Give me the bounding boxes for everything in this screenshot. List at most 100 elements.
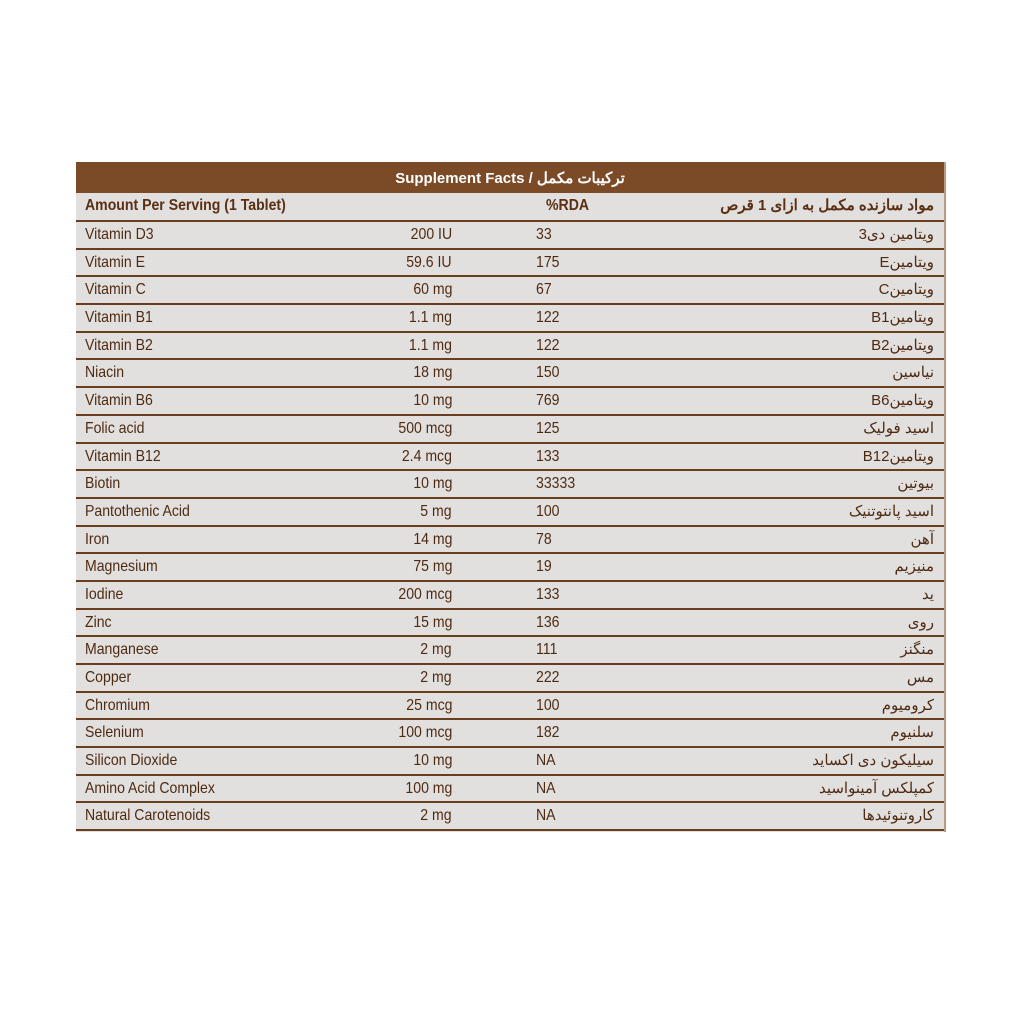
rda-value: 125 [536,419,560,437]
amount: 1.1 mg [408,336,452,354]
rda-value: 67 [536,281,552,299]
amount: 500 mcg [397,419,452,437]
amount: 2 mg [420,641,452,659]
amount: 10 mg [412,752,452,770]
persian-name: ید [921,585,934,603]
amount: 10 mg [412,392,452,410]
persian-name: اسید پانتوتنیک [848,502,934,520]
nutrient-name: Pantothenic Acid [85,502,190,520]
table-row: Vitamin C 60 mg 67 ویتامینC [76,277,944,306]
nutrient-name: Selenium [85,724,144,742]
nutrient-name: Folic acid [85,419,145,437]
rda-value: 133 [536,585,560,603]
header-amount: Amount Per Serving (1 Tablet) [85,197,286,214]
persian-name: آهن [910,530,935,548]
nutrient-name: Vitamin B6 [85,392,153,410]
amount: 2 mg [420,807,452,825]
table-row: Amino Acid Complex 100 mg NA کمپلکس آمینواس… [76,776,944,804]
table-row: Vitamin E 59.6 IU 175 ویتامینE [76,250,944,278]
rda-value: NA [536,752,556,770]
amount: 100 mg [405,779,452,797]
table-row: Vitamin D3 200 IU 33 ویتامین دی3 [76,222,944,250]
amount: 2.4 mcg [401,447,452,465]
persian-name: ویتامینB2 [871,336,934,354]
table-row: Vitamin B2 1.1 mg 122 ویتامینB2 [76,333,944,361]
nutrient-name: Chromium [85,696,150,714]
table-row: Magnesium 75 mg 19 منیزیم [76,554,944,582]
nutrient-name: Natural Carotenoids [85,807,211,825]
table-row: Manganese 2 mg 111 منگنز [76,637,944,665]
persian-name: ویتامین دی3 [858,226,934,243]
rda-value: 150 [536,364,560,382]
header-persian: مواد سازنده مکمل به ازای 1 قرص [720,197,934,214]
persian-name: بیوتین [897,475,934,493]
nutrient-name: Biotin [85,475,121,493]
nutrient-name: Iodine [85,585,124,603]
nutrient-name: Copper [85,669,132,686]
rda-value: 222 [536,669,560,686]
nutrient-name: Vitamin B12 [85,447,161,465]
nutrient-name: Manganese [85,641,159,659]
table-row: Zinc 15 mg 136 روی [76,610,944,638]
nutrient-name: Vitamin B2 [85,336,153,354]
amount: 15 mg [412,613,452,631]
amount: 200 mcg [397,585,452,603]
nutrient-name: Amino Acid Complex [85,779,215,797]
table-row: Iodine 200 mcg 133 ید [76,582,944,610]
table-row: Iron 14 mg 78 آهن [76,527,944,555]
rda-value: 78 [536,530,552,548]
table-row: Silicon Dioxide 10 mg NA سیلیکون دی اکساید [76,748,944,776]
nutrient-name: Vitamin B1 [85,309,153,327]
table-row: Vitamin B6 10 mg 769 ویتامینB6 [76,388,944,416]
table-row: Vitamin B1 1.1 mg 122 ویتامینB1 [76,305,944,333]
persian-name: ویتامینE [879,253,934,271]
rda-value: 769 [536,392,560,410]
persian-name: کمپلکس آمینواسید [818,779,934,797]
amount: 200 IU [410,226,452,243]
persian-name: ویتامینB12 [862,447,934,465]
amount: 100 mcg [397,724,452,742]
amount: 5 mg [420,502,452,520]
persian-name: منگنز [900,641,934,659]
persian-name: اسید فولیک [863,419,934,437]
table-title: Supplement Facts / ترکیبات مکمل [76,162,944,193]
rda-value: NA [536,779,556,797]
amount: 25 mcg [405,696,452,714]
table-row: Natural Carotenoids 2 mg NA کاروتنوئیدها [76,803,944,832]
table-row: Niacin 18 mg 150 نیاسین [76,360,944,389]
persian-name: ویتامینB1 [871,309,934,327]
table-row: Folic acid 500 mcg 125 اسید فولیک [76,416,944,444]
rda-value: 133 [536,447,560,465]
persian-name: ویتامینB6 [871,392,934,410]
amount: 2 mg [420,669,452,686]
amount: 1.1 mg [408,309,452,327]
table-body: Vitamin D3 200 IU 33 ویتامین دی3 Vitamin E 59… [76,222,944,832]
persian-name: ویتامینC [878,281,934,299]
nutrient-name: Vitamin D3 [85,226,154,243]
amount: 10 mg [412,475,452,493]
amount: 14 mg [412,530,452,548]
rda-value: 136 [536,613,560,631]
nutrient-name: Niacin [85,364,125,382]
nutrient-name: Zinc [85,613,112,631]
supplement-facts-table: Supplement Facts / ترکیبات مکمل Amount P… [76,162,946,832]
nutrient-name: Vitamin C [85,281,146,299]
persian-name: کروميوم [881,696,934,714]
table-row: Biotin 10 mg 33333 بیوتین [76,471,944,499]
rda-value: 111 [536,641,558,659]
rda-value: 33 [536,226,552,243]
amount: 75 mg [412,558,452,576]
header-row: Amount Per Serving (1 Tablet) %RDA مواد … [76,193,944,222]
amount: 59.6 IU [406,253,452,271]
rda-value: 33333 [536,475,576,493]
persian-name: کاروتنوئیدها [862,807,934,825]
table-row: Pantothenic Acid 5 mg 100 اسید پانتوتنیک [76,499,944,527]
rda-value: 100 [536,696,560,714]
rda-value: NA [536,807,556,825]
header-rda: %RDA [546,197,590,214]
nutrient-name: Magnesium [85,558,158,576]
table-row: Selenium 100 mcg 182 سلنیوم [76,720,944,749]
nutrient-name: Vitamin E [85,253,146,271]
persian-name: منیزیم [894,558,934,576]
persian-name: روی [907,613,934,631]
